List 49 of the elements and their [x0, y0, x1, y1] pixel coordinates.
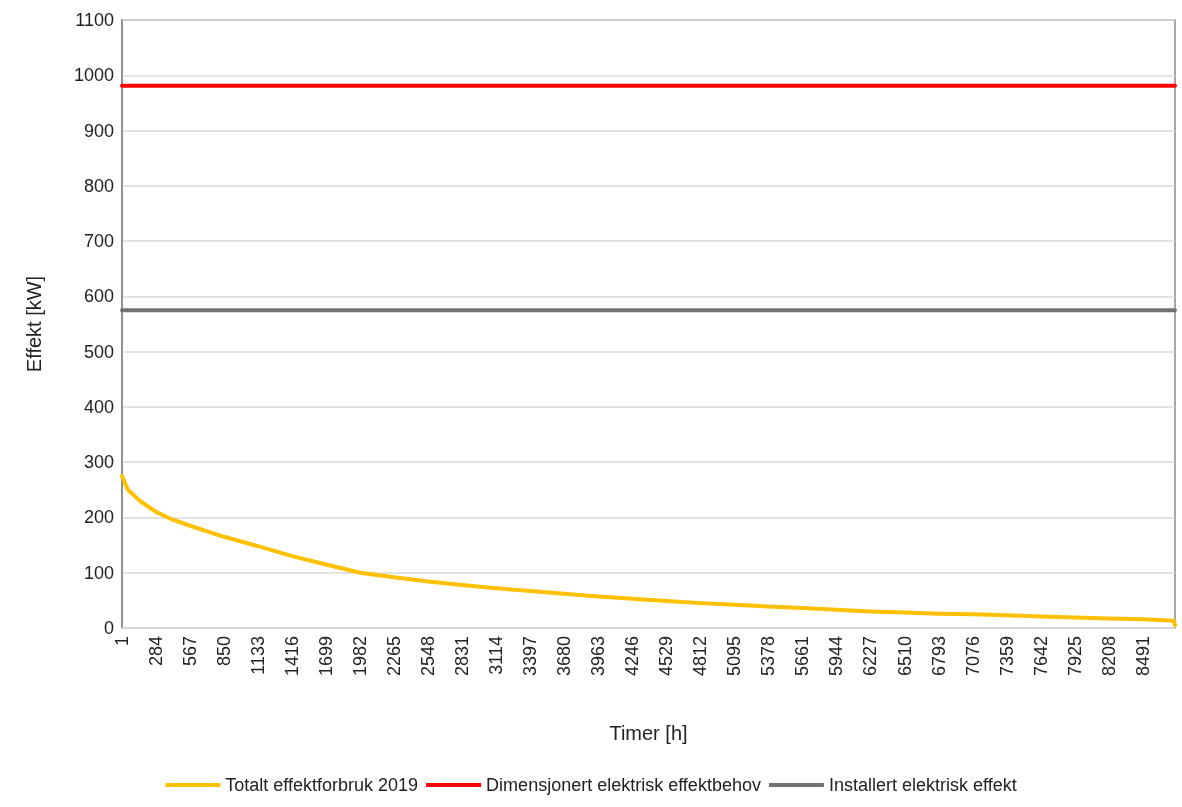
y-tick-label: 300 — [83, 452, 114, 473]
x-tick-label: 6510 — [894, 636, 915, 677]
x-tick-label: 3114 — [486, 636, 507, 675]
y-tick-label: 800 — [83, 175, 114, 196]
x-tick-label: 2548 — [418, 636, 439, 677]
x-tick-label: 2831 — [452, 636, 473, 677]
x-tick-label: 6227 — [860, 636, 881, 677]
x-tick-label: 1133 — [248, 636, 269, 675]
y-tick-label: 500 — [83, 341, 114, 362]
x-tick-label: 7925 — [1064, 636, 1085, 677]
x-tick-label: 7076 — [962, 636, 983, 677]
x-tick-label: 7359 — [996, 636, 1017, 677]
x-tick-label: 5095 — [724, 636, 745, 677]
y-tick-label: 700 — [83, 231, 114, 252]
x-tick-label: 3963 — [588, 636, 609, 677]
x-tick-label: 1982 — [350, 636, 371, 677]
y-tick-label: 900 — [83, 120, 114, 141]
x-tick-label: 4246 — [622, 636, 643, 677]
x-tick-label: 4529 — [656, 636, 677, 677]
x-tick-label: 1416 — [282, 636, 303, 677]
x-tick-label: 284 — [146, 636, 167, 667]
y-tick-label: 0 — [103, 618, 114, 638]
x-tick-label: 1 — [112, 636, 132, 647]
y-tick-label: 1100 — [75, 10, 114, 30]
y-axis-title: Effekt [kW] — [23, 275, 45, 373]
y-tick-label: 100 — [83, 562, 114, 583]
y-tick-label: 1000 — [73, 65, 114, 86]
line-series — [120, 474, 1177, 628]
x-tick-label: 6793 — [928, 636, 949, 677]
x-tick-label: 1699 — [316, 636, 337, 677]
legend-label: Installert elektrisk effekt — [828, 775, 1017, 795]
y-tick-label: 600 — [83, 286, 114, 307]
x-tick-label: 5378 — [758, 636, 779, 677]
x-tick-label: 2265 — [384, 636, 405, 677]
x-axis-title: Timer [h] — [609, 722, 688, 744]
legend-label: Dimensjonert elektrisk effektbehov — [486, 775, 761, 795]
y-tick-label: 400 — [83, 396, 114, 417]
x-tick-label: 3397 — [520, 636, 541, 677]
x-tick-label: 850 — [214, 636, 235, 667]
x-tick-label: 5944 — [826, 636, 847, 677]
x-tick-label: 8208 — [1098, 636, 1119, 677]
legend-label: Totalt effektforbruk 2019 — [225, 775, 419, 795]
x-tick-label: 3680 — [554, 636, 575, 677]
x-tick-label: 8491 — [1132, 636, 1153, 677]
x-tick-label: 567 — [180, 636, 201, 667]
x-tick-label: 4812 — [690, 636, 711, 677]
x-tick-label: 7642 — [1030, 636, 1051, 677]
x-tick-label: 5661 — [792, 636, 813, 677]
y-tick-label: 200 — [83, 507, 114, 528]
